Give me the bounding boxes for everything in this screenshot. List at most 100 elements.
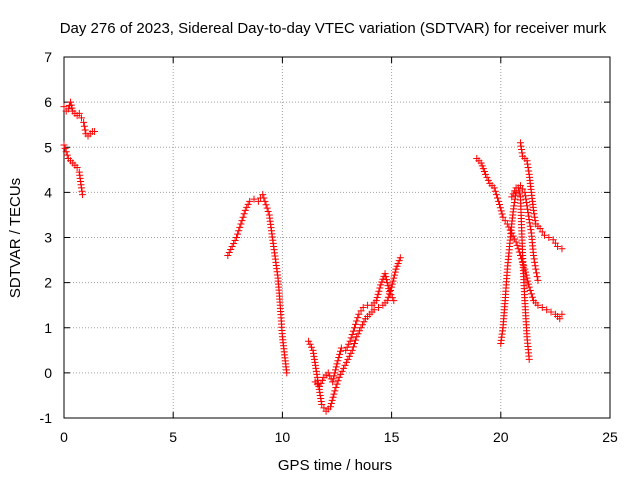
data-point (354, 330, 362, 338)
data-point (531, 258, 539, 266)
data-point (525, 215, 533, 223)
data-point (497, 207, 505, 215)
data-point (383, 279, 391, 287)
data-point (77, 114, 85, 122)
data-point (348, 346, 356, 354)
y-tick-label: 3 (44, 230, 52, 246)
data-point (336, 347, 344, 355)
data-point (333, 380, 341, 388)
data-point (348, 331, 356, 339)
data-point (388, 280, 396, 288)
data-point (81, 126, 89, 134)
data-point (543, 306, 551, 314)
data-point (80, 122, 88, 130)
data-point (391, 271, 399, 279)
data-point (332, 363, 340, 371)
data-point (533, 273, 541, 281)
data-point (338, 367, 346, 375)
data-point (494, 194, 502, 202)
data-point (383, 297, 391, 305)
data-point (91, 127, 99, 135)
data-point (383, 276, 391, 284)
data-point (532, 269, 540, 277)
data-point (530, 206, 538, 214)
data-point (531, 217, 539, 225)
x-tick-label: 0 (60, 429, 68, 445)
data-point (260, 194, 268, 202)
data-point (337, 370, 345, 378)
y-tick-label: -1 (40, 410, 53, 426)
data-point (524, 164, 532, 172)
data-point (518, 149, 526, 157)
data-point (330, 372, 338, 380)
data-point (60, 103, 68, 111)
data-point (545, 234, 553, 241)
data-point (62, 148, 70, 156)
data-point (556, 315, 564, 323)
data-point (359, 303, 367, 311)
data-point (347, 334, 355, 342)
grid (64, 57, 610, 418)
data-point (224, 252, 232, 260)
y-tick-label: 7 (44, 49, 52, 65)
data-point (390, 274, 398, 282)
x-tick-label: 20 (493, 429, 509, 445)
x-axis-label: GPS time / hours (278, 457, 392, 474)
data-point (283, 369, 291, 377)
data-point (527, 226, 535, 234)
data-point (524, 209, 532, 217)
data-point (343, 343, 351, 351)
data-point (538, 303, 546, 311)
y-tick-label: 2 (44, 275, 52, 291)
data-point (498, 210, 506, 218)
data-point (384, 282, 392, 290)
x-tick-label: 25 (602, 429, 618, 445)
data-point (524, 205, 532, 213)
data-point (387, 291, 395, 299)
data-point (524, 280, 532, 288)
data-point (385, 288, 393, 296)
data-point (396, 254, 404, 262)
data-point (264, 208, 272, 216)
data-point (516, 190, 524, 198)
data-point (525, 167, 533, 175)
data-point (326, 403, 334, 411)
data-point (237, 220, 245, 228)
data-point (540, 231, 548, 239)
data-point (528, 293, 536, 301)
data-point (342, 358, 350, 366)
data-point (381, 270, 389, 278)
data-point (523, 274, 531, 282)
data-point (360, 318, 368, 326)
data-point (354, 314, 362, 322)
data-point (375, 287, 383, 295)
data-point (234, 230, 242, 238)
data-point (344, 355, 352, 363)
x-tick-label: 15 (384, 429, 400, 445)
data-point (508, 193, 516, 201)
data-point (495, 201, 503, 209)
data-point (356, 327, 364, 335)
y-tick-label: 1 (44, 320, 52, 336)
data-point (324, 369, 332, 377)
data-point (484, 176, 492, 184)
data-point (328, 396, 336, 404)
data-point (525, 212, 533, 220)
data-point (231, 237, 239, 245)
data-point (352, 336, 360, 344)
data-point (332, 384, 340, 392)
data-point (358, 321, 366, 329)
data-point (75, 109, 83, 117)
data-point (523, 202, 531, 210)
data-point (357, 324, 365, 332)
data-point (558, 245, 566, 253)
data-point (390, 297, 398, 305)
data-point (333, 360, 341, 368)
y-tick-label: 5 (44, 139, 52, 155)
data-point (233, 234, 241, 241)
data-point (511, 235, 519, 243)
x-tick-label: 10 (275, 429, 291, 445)
data-point (241, 206, 249, 214)
data-point (389, 277, 397, 285)
